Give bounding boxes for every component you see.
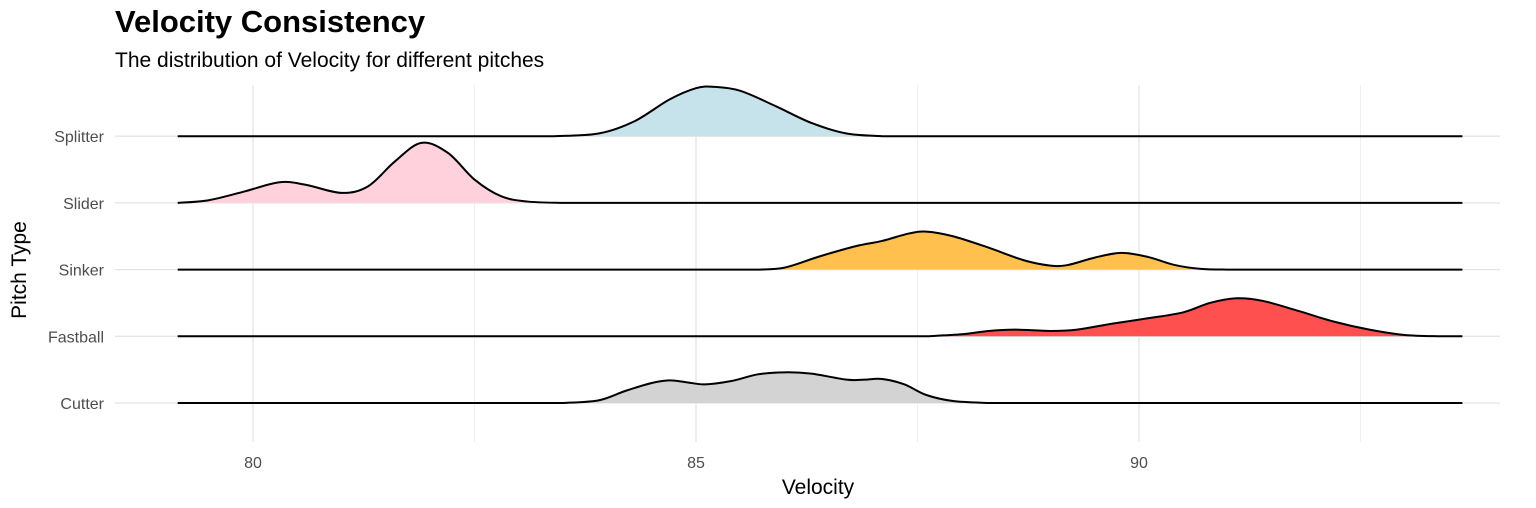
ridge-splitter bbox=[177, 85, 1463, 138]
density-line bbox=[177, 141, 1463, 204]
y-tick-label: Fastball bbox=[48, 329, 104, 346]
density-fill bbox=[563, 372, 989, 403]
x-axis-title: Velocity bbox=[782, 476, 855, 499]
density-line bbox=[177, 371, 1463, 404]
chart-title: Velocity Consistency bbox=[115, 4, 426, 39]
x-tick-label: 85 bbox=[687, 455, 705, 472]
density-fill bbox=[554, 86, 883, 137]
ridge-fastball bbox=[177, 297, 1463, 338]
ridge-cutter bbox=[177, 371, 1463, 404]
chart-subtitle: The distribution of Velocity for differe… bbox=[115, 49, 545, 72]
density-fill bbox=[926, 298, 1441, 337]
y-tick-label: Slider bbox=[63, 196, 105, 213]
density-line bbox=[177, 230, 1463, 271]
y-axis-title: Pitch Type bbox=[8, 221, 31, 319]
y-tick-label: Cutter bbox=[60, 396, 104, 413]
y-tick-label: Sinker bbox=[59, 263, 105, 280]
x-tick-label: 80 bbox=[244, 455, 262, 472]
density-line bbox=[177, 85, 1463, 138]
x-tick-label: 90 bbox=[1130, 455, 1148, 472]
ridge-slider bbox=[177, 141, 1463, 204]
ridge-sinker bbox=[177, 230, 1463, 271]
density-fill bbox=[758, 231, 1228, 270]
density-fill bbox=[177, 142, 564, 203]
density-line bbox=[177, 297, 1463, 338]
y-tick-label: Splitter bbox=[54, 129, 104, 146]
